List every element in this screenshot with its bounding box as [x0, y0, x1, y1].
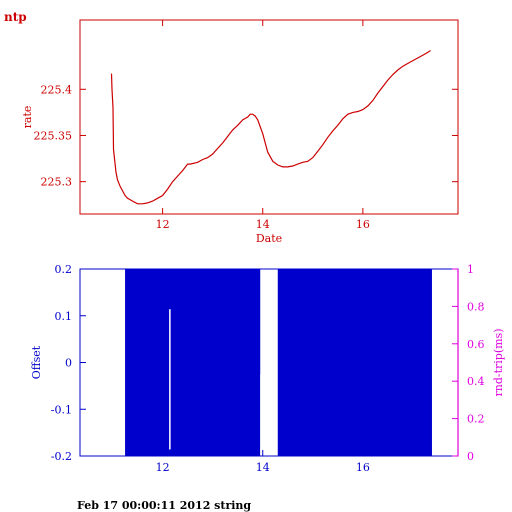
rtt-ytick-label: 0	[467, 450, 474, 463]
rtt-ytick-label: 0.6	[467, 338, 485, 351]
offset-band	[277, 269, 432, 456]
rate-chart: 225.3 225.35 225.4 12 14 16 Date rate	[21, 19, 459, 245]
rate-plot-frame	[79, 19, 459, 215]
offset-chart: -0.2 -0.1 0 0.1 0.2 0 0.2 0.4 0.6 0.8 1 12 14 16 Offse…	[30, 263, 505, 474]
rtt-ytick-label: 0.4	[467, 375, 485, 388]
rate-xtick-label: 14	[256, 218, 270, 231]
page-title: ntp	[4, 10, 27, 24]
rtt-yaxis-label: rnd-trip(ms)	[492, 329, 505, 397]
rtt-ytick-label: 1	[467, 263, 474, 276]
offset-gap	[260, 374, 262, 456]
rate-xaxis-label: Date	[256, 232, 282, 245]
offset-ytick-label: 0.1	[55, 310, 73, 323]
offset-ytick-label: 0.2	[55, 263, 73, 276]
offset-ytick-label: 0	[65, 357, 72, 370]
rate-ytick-label: 225.4	[41, 83, 73, 96]
offset-xtick-label: 14	[256, 461, 270, 474]
offset-ytick-label: -0.2	[51, 450, 72, 463]
offset-xtick-label: 16	[356, 461, 370, 474]
rate-yaxis-label: rate	[21, 106, 34, 129]
rate-ytick-label: 225.3	[41, 176, 73, 189]
offset-xtick-label: 12	[156, 461, 170, 474]
rate-xtick-label: 12	[156, 218, 170, 231]
offset-gap	[169, 309, 171, 450]
rate-ytick-label: 225.35	[34, 129, 73, 142]
offset-band	[125, 269, 261, 456]
rate-xtick-label: 16	[356, 218, 370, 231]
footer-timestamp: Feb 17 00:00:11 2012 string	[77, 499, 251, 512]
rate-series-line	[110, 50, 431, 205]
rtt-ytick-label: 0.8	[467, 300, 485, 313]
rtt-ytick-label: 0.2	[467, 413, 485, 426]
offset-ytick-label: -0.1	[51, 403, 72, 416]
offset-yaxis-label: Offset	[30, 345, 43, 379]
